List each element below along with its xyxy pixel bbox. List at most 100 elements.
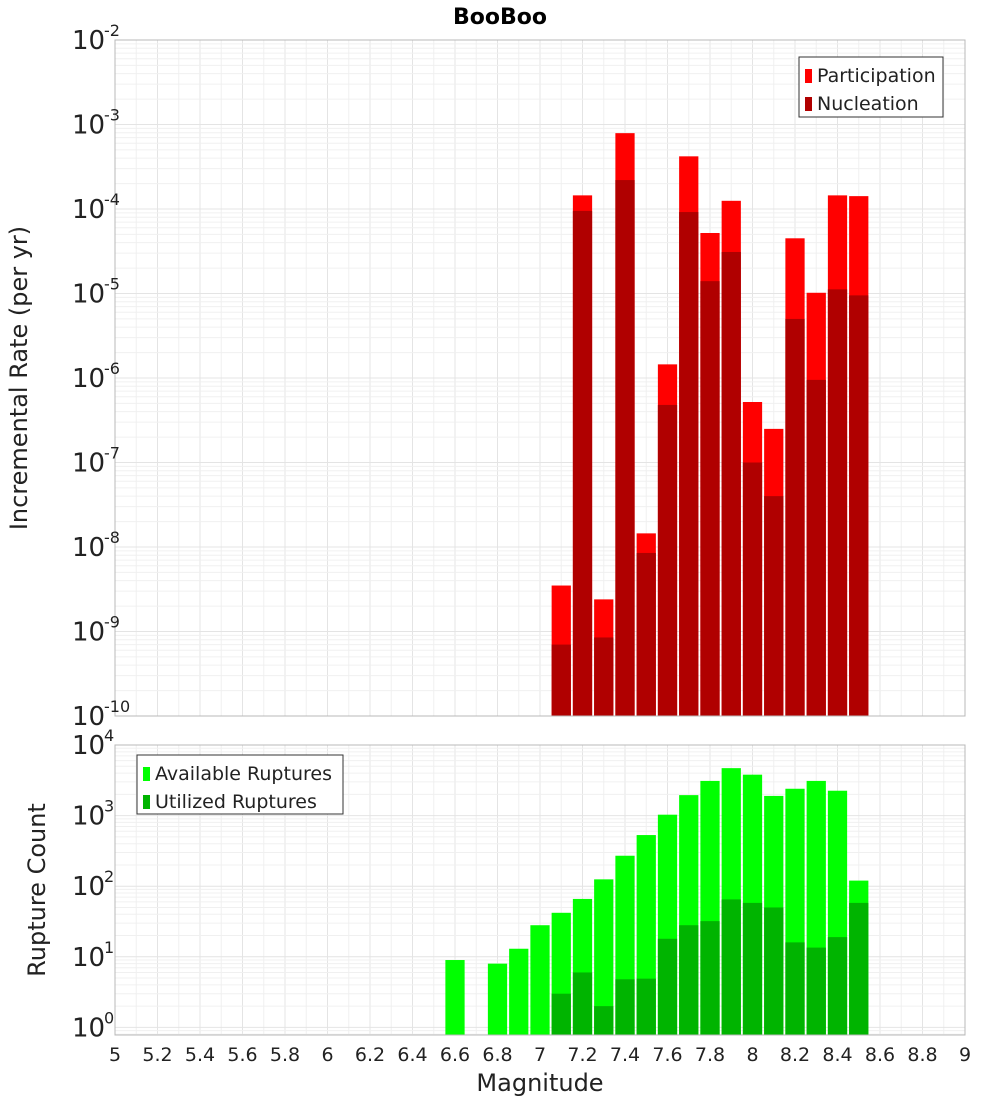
legend: Participation Nucleation xyxy=(798,56,944,118)
bar xyxy=(572,972,593,1035)
y-tick-label: 10 xyxy=(72,1013,105,1043)
x-tick-label: 6.6 xyxy=(440,1044,470,1066)
x-tick-label: 8.6 xyxy=(865,1044,895,1066)
bar xyxy=(594,879,614,1035)
bar xyxy=(721,899,741,1035)
legend-label: Available Ruptures xyxy=(155,763,332,785)
y-tick-exponent: 4 xyxy=(104,726,114,745)
legend-swatch xyxy=(805,69,812,83)
y-tick-label: 10 xyxy=(72,195,105,225)
bar xyxy=(615,979,635,1035)
y-tick-exponent: -4 xyxy=(104,190,120,209)
bar xyxy=(509,948,529,1035)
x-tick-label: 8 xyxy=(746,1044,758,1066)
x-tick-label: 6 xyxy=(321,1044,333,1066)
y-tick-label: 10 xyxy=(72,872,105,902)
x-tick-label: 6.8 xyxy=(482,1044,512,1066)
x-tick-label: 7.6 xyxy=(652,1044,682,1066)
bar xyxy=(700,281,720,716)
x-tick-label: 8.2 xyxy=(780,1044,810,1066)
bar xyxy=(636,978,656,1035)
legend-swatch xyxy=(143,767,150,781)
x-tick-label: 7.4 xyxy=(610,1044,640,1066)
plot-frame xyxy=(114,744,966,1036)
y-tick-label: 10 xyxy=(72,618,105,648)
plot-frame xyxy=(114,39,966,717)
legend-swatch xyxy=(805,97,812,111)
y-tick-exponent: -9 xyxy=(104,613,120,632)
chart-title: BooBoo xyxy=(453,5,547,30)
bar xyxy=(742,902,763,1035)
x-tick-label: 5.4 xyxy=(185,1044,215,1066)
x-tick-label: 7.2 xyxy=(567,1044,597,1066)
legend-label: Utilized Ruptures xyxy=(155,791,317,813)
y-tick-label: 10 xyxy=(72,26,105,56)
bar xyxy=(594,637,614,716)
x-tick-label: 8.4 xyxy=(822,1044,852,1066)
legend: Available Ruptures Utilized Ruptures xyxy=(136,754,344,815)
y-tick-label: 10 xyxy=(72,111,105,141)
rate-y-axis-label: Incremental Rate (per yr) xyxy=(5,226,33,530)
bars xyxy=(445,768,869,1035)
y-tick-label: 10 xyxy=(72,943,105,973)
bars xyxy=(551,133,869,717)
rupture-count-y-axis-label: Rupture Count xyxy=(23,803,51,977)
y-tick-label: 10 xyxy=(72,449,105,479)
x-tick-label: 6.2 xyxy=(355,1044,385,1066)
y-tick-exponent: -5 xyxy=(104,275,120,294)
bar xyxy=(785,942,805,1035)
y-tick-exponent: -8 xyxy=(104,528,120,547)
y-tick-exponent: 1 xyxy=(104,938,114,957)
y-tick-label: 10 xyxy=(72,533,105,563)
y-tick-exponent: -10 xyxy=(104,697,130,716)
bar xyxy=(700,921,720,1035)
x-tick-label: 7 xyxy=(534,1044,546,1066)
bar xyxy=(827,289,848,716)
bar xyxy=(551,993,571,1035)
bar xyxy=(657,404,678,716)
bar xyxy=(679,212,699,716)
series-utilized-ruptures xyxy=(551,899,869,1035)
x-tick-label: 7.8 xyxy=(695,1044,725,1066)
x-tick-label: 8.8 xyxy=(907,1044,937,1066)
x-tick-label: 5 xyxy=(109,1044,121,1066)
bar xyxy=(742,462,763,716)
bar xyxy=(849,902,869,1035)
bar xyxy=(551,644,571,716)
y-tick-label: 10 xyxy=(72,731,105,761)
x-tick-label: 9 xyxy=(959,1044,971,1066)
y-tick-label: 10 xyxy=(72,702,105,732)
bar xyxy=(615,180,635,716)
bar xyxy=(764,496,784,716)
magnitude-x-axis-label: Magnitude xyxy=(476,1069,603,1097)
bar xyxy=(764,907,784,1035)
bar xyxy=(679,925,699,1035)
series-nucleation xyxy=(551,180,869,717)
bar xyxy=(572,210,593,716)
bar xyxy=(487,963,508,1035)
bar xyxy=(827,937,848,1035)
y-tick-exponent: -3 xyxy=(104,106,120,125)
y-tick-exponent: -6 xyxy=(104,359,120,378)
y-tick-exponent: -7 xyxy=(104,444,120,463)
y-tick-label: 10 xyxy=(72,802,105,832)
bar xyxy=(530,925,550,1035)
bar xyxy=(806,947,826,1035)
legend-swatch xyxy=(143,795,150,809)
x-tick-label: 6.4 xyxy=(397,1044,427,1066)
bar xyxy=(657,938,678,1035)
bar xyxy=(445,960,465,1035)
legend-box xyxy=(136,754,344,815)
bar xyxy=(594,1006,614,1035)
legend-label: Participation xyxy=(817,65,936,87)
x-tick-label: 5.8 xyxy=(270,1044,300,1066)
x-tick-label: 5.6 xyxy=(227,1044,257,1066)
x-tick-labels: 5 5.2 5.4 5.6 5.8 6 6.2 6.4 6.6 6.8 7 7.2 7.4 7.6 7.8 8… xyxy=(109,1044,971,1066)
bar xyxy=(785,318,805,716)
y-tick-exponent: -2 xyxy=(104,21,120,40)
rate-panel: 10-1010-910-810-710-610-510-410-310-2Par… xyxy=(72,21,966,732)
y-tick-exponent: 3 xyxy=(104,797,114,816)
